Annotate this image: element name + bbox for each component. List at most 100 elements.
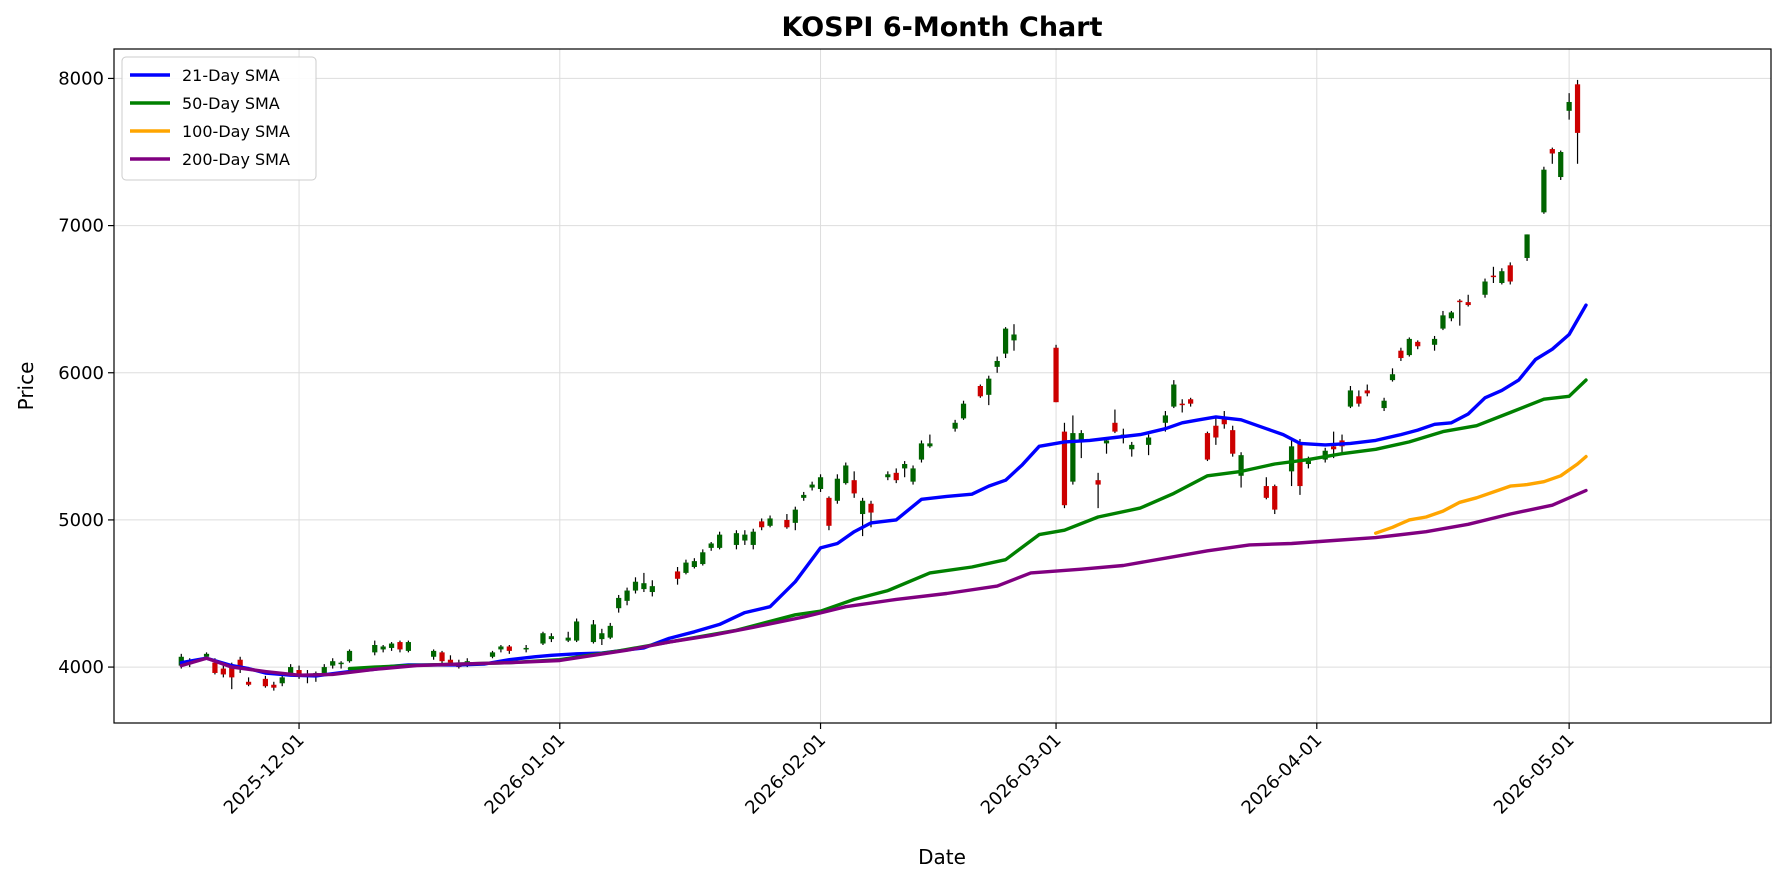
candle bbox=[674, 567, 681, 585]
candle bbox=[1507, 262, 1513, 285]
candle bbox=[960, 400, 967, 420]
legend: 21-Day SMA 50-Day SMA 100-Day SMA 200-Day S… bbox=[121, 56, 317, 181]
candle-body bbox=[691, 561, 697, 568]
candle-body bbox=[902, 463, 908, 469]
candle bbox=[1347, 386, 1354, 409]
candle-body bbox=[1381, 400, 1387, 409]
candle bbox=[759, 518, 765, 531]
candle bbox=[380, 645, 386, 653]
candle bbox=[1112, 409, 1118, 434]
candle-body bbox=[1356, 396, 1362, 404]
candle bbox=[388, 642, 395, 651]
candle-body bbox=[1213, 425, 1219, 438]
candle bbox=[1145, 434, 1152, 456]
candle bbox=[1297, 438, 1303, 495]
candle bbox=[330, 658, 336, 669]
candle-body bbox=[1272, 486, 1278, 510]
candle bbox=[245, 677, 252, 687]
candle-body bbox=[229, 665, 235, 678]
candle-body bbox=[607, 625, 613, 638]
candle-body bbox=[1053, 347, 1059, 403]
candlesticks bbox=[178, 79, 1581, 691]
candle bbox=[262, 675, 269, 688]
candle-body bbox=[859, 500, 866, 515]
candle-body bbox=[632, 581, 639, 591]
candle-body bbox=[649, 586, 655, 593]
candle bbox=[910, 465, 916, 485]
sma-line-200-day-sma bbox=[179, 488, 1588, 677]
candle bbox=[498, 645, 504, 653]
candle bbox=[1448, 310, 1454, 322]
candle-body bbox=[759, 521, 765, 528]
candle-body bbox=[330, 661, 336, 666]
y-tick-label: 6000 bbox=[58, 363, 104, 384]
candle bbox=[1431, 335, 1438, 351]
candle-body bbox=[716, 534, 723, 548]
candle bbox=[1549, 147, 1555, 164]
candle bbox=[784, 514, 790, 529]
y-tick-label: 7000 bbox=[58, 216, 104, 237]
candle-body bbox=[1103, 440, 1110, 444]
candle bbox=[1002, 327, 1009, 359]
candle-body bbox=[1398, 350, 1404, 359]
candle-body bbox=[843, 465, 849, 484]
candle-body bbox=[927, 443, 933, 447]
candle bbox=[851, 471, 857, 498]
candle bbox=[1129, 441, 1135, 457]
legend-entry-label: 21-Day SMA bbox=[182, 66, 280, 85]
candle-body bbox=[1558, 152, 1564, 178]
candle bbox=[1499, 268, 1505, 285]
candle-body bbox=[910, 468, 916, 482]
candle bbox=[801, 491, 807, 501]
candle bbox=[1415, 340, 1421, 350]
candle-body bbox=[918, 443, 925, 460]
candle-body bbox=[397, 642, 403, 650]
candle-body bbox=[700, 552, 706, 565]
candle-body bbox=[1263, 486, 1269, 498]
candle-body bbox=[321, 667, 327, 673]
candle bbox=[1490, 266, 1497, 283]
candle-body bbox=[506, 646, 512, 651]
candle bbox=[346, 649, 353, 663]
candle-body bbox=[1507, 265, 1513, 282]
candle-body bbox=[1549, 149, 1555, 154]
candle-body bbox=[1112, 422, 1118, 432]
candle-body bbox=[1465, 302, 1471, 306]
candle-body bbox=[1574, 84, 1581, 133]
candle-body bbox=[977, 386, 983, 397]
candle bbox=[439, 650, 445, 665]
candle-body bbox=[1179, 403, 1185, 406]
candle-body bbox=[1389, 374, 1396, 381]
candle bbox=[1204, 431, 1211, 462]
candle bbox=[1465, 294, 1471, 307]
candle-body bbox=[1448, 312, 1454, 319]
candle-body bbox=[523, 647, 529, 650]
candle bbox=[1558, 150, 1564, 180]
candle bbox=[607, 622, 613, 640]
candle-body bbox=[489, 652, 496, 657]
legend-box bbox=[121, 56, 317, 181]
plot-area-frame bbox=[113, 48, 1772, 724]
candle bbox=[397, 640, 403, 653]
candle bbox=[1230, 425, 1236, 457]
candle-body bbox=[674, 571, 681, 579]
candle bbox=[1457, 299, 1463, 326]
candle bbox=[1541, 166, 1547, 214]
candle-body bbox=[271, 684, 277, 688]
x-axis-label: Date bbox=[918, 845, 966, 869]
y-axis: 4000 5000 6000 7000 8000 bbox=[58, 68, 114, 678]
candle-body bbox=[1524, 234, 1530, 258]
candle-body bbox=[851, 480, 857, 494]
candle-body bbox=[431, 650, 437, 657]
candle-body bbox=[767, 518, 773, 526]
candle-body bbox=[1541, 169, 1547, 213]
candle bbox=[279, 674, 285, 687]
candle-body bbox=[1490, 275, 1497, 278]
candle-body bbox=[212, 662, 218, 673]
candle bbox=[1574, 79, 1581, 164]
candle-body bbox=[1129, 444, 1135, 450]
candle bbox=[893, 468, 899, 484]
candle bbox=[977, 384, 983, 398]
candle bbox=[565, 631, 571, 643]
candle-body bbox=[885, 474, 891, 478]
